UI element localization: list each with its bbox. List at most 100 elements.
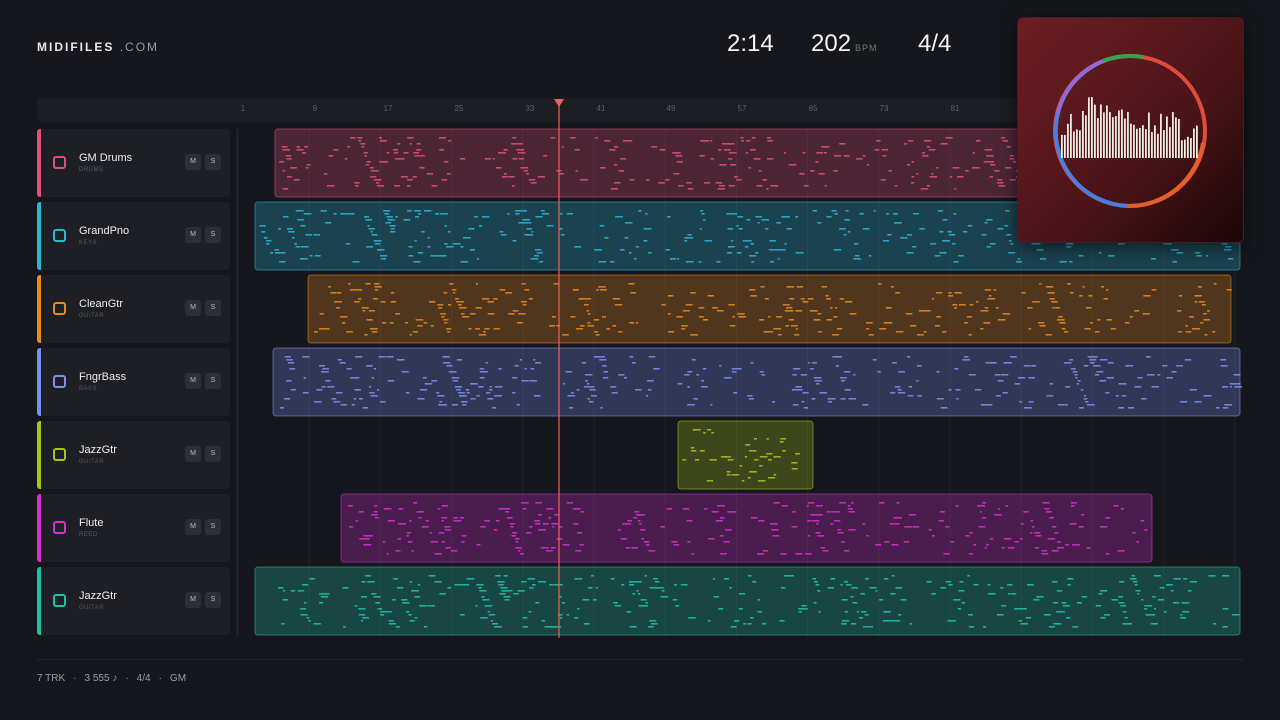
note [1135, 590, 1138, 592]
note [736, 225, 739, 227]
note [1008, 252, 1016, 254]
note [815, 514, 823, 516]
note [1031, 243, 1035, 245]
note [994, 170, 1000, 172]
note [1131, 578, 1136, 580]
note [955, 505, 959, 507]
solo-button[interactable]: S [205, 154, 221, 170]
note [734, 620, 740, 622]
note [635, 514, 641, 516]
note [540, 547, 549, 549]
note [461, 584, 470, 586]
note [737, 252, 742, 254]
mute-button[interactable]: M [185, 300, 201, 316]
note [1025, 617, 1032, 619]
note [895, 331, 904, 333]
note [1019, 377, 1026, 379]
note [643, 228, 652, 230]
note [1030, 532, 1033, 534]
solo-button[interactable]: S [205, 227, 221, 243]
note [917, 395, 922, 397]
note [748, 398, 754, 400]
note [587, 322, 591, 324]
mute-button[interactable]: M [185, 446, 201, 462]
note [390, 301, 397, 303]
mute-button[interactable]: M [185, 373, 201, 389]
mute-button[interactable]: M [185, 154, 201, 170]
note [333, 213, 337, 215]
note [830, 523, 834, 525]
note [372, 176, 377, 178]
note [879, 599, 884, 601]
note [692, 429, 701, 431]
note [665, 179, 670, 181]
note [908, 140, 914, 142]
note [499, 289, 506, 291]
note [795, 216, 799, 218]
note [820, 547, 825, 549]
note [1215, 407, 1220, 409]
note [546, 550, 553, 552]
note [1002, 140, 1007, 142]
solo-button[interactable]: S [205, 446, 221, 462]
note [355, 520, 359, 522]
note [833, 520, 841, 522]
note [826, 511, 830, 513]
note [712, 578, 715, 580]
note [407, 137, 414, 139]
note [584, 386, 592, 388]
note [1223, 249, 1232, 251]
note [1007, 547, 1015, 549]
note [690, 292, 696, 294]
note [815, 505, 823, 507]
note [376, 185, 385, 187]
note [953, 599, 961, 601]
track-header: Flute REED M S [37, 494, 230, 562]
note [1128, 623, 1132, 625]
note [945, 526, 950, 528]
note [522, 617, 528, 619]
note [304, 602, 307, 604]
note [594, 249, 602, 251]
note [558, 596, 562, 598]
mute-button[interactable]: M [185, 592, 201, 608]
solo-button[interactable]: S [205, 519, 221, 535]
note [290, 389, 296, 391]
note [300, 225, 306, 227]
note [763, 331, 769, 333]
mute-button[interactable]: M [185, 227, 201, 243]
note [352, 261, 360, 263]
note [278, 228, 281, 230]
note [1099, 526, 1108, 528]
note [883, 322, 892, 324]
note [629, 584, 635, 586]
note [630, 292, 637, 294]
note [939, 511, 945, 513]
note [1044, 614, 1051, 616]
viz-bar [1127, 111, 1129, 158]
ruler-label: 57 [737, 104, 747, 113]
note [444, 526, 451, 528]
note [441, 541, 445, 543]
note [830, 511, 836, 513]
note [501, 590, 507, 592]
note [1014, 541, 1019, 543]
note [875, 544, 882, 546]
solo-button[interactable]: S [205, 373, 221, 389]
note [807, 502, 815, 504]
note [645, 213, 648, 215]
mute-button[interactable]: M [185, 519, 201, 535]
note [1208, 575, 1216, 577]
solo-button[interactable]: S [205, 300, 221, 316]
note [906, 252, 914, 254]
note [770, 523, 778, 525]
note [947, 295, 954, 297]
note [847, 505, 851, 507]
note [844, 581, 848, 583]
solo-button[interactable]: S [205, 592, 221, 608]
note [429, 532, 433, 534]
note [817, 535, 824, 537]
note [699, 155, 705, 157]
note [517, 152, 526, 154]
